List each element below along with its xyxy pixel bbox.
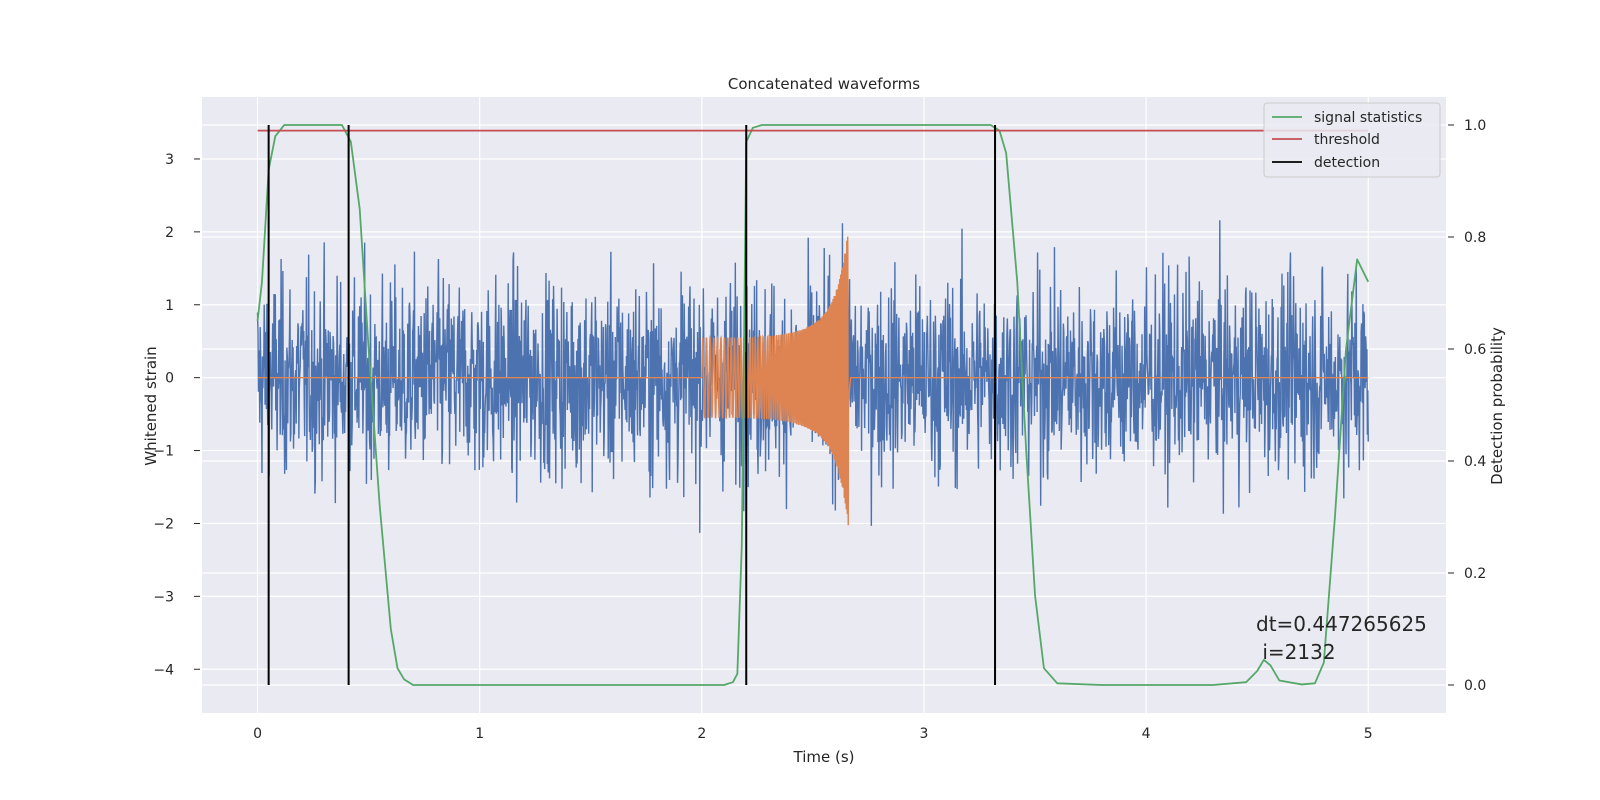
annotation-line-i: i=2132 bbox=[1256, 640, 1336, 664]
legend: signal statistics threshold detection bbox=[1263, 102, 1441, 178]
legend-box bbox=[1263, 102, 1441, 178]
legend-label-signal-statistics: signal statistics bbox=[1314, 110, 1422, 126]
y-tick-label: 0 bbox=[165, 371, 174, 387]
x-tick-label: 2 bbox=[697, 726, 706, 742]
x-axis-label: Time (s) bbox=[793, 748, 855, 766]
y-tick-label: 1 bbox=[165, 298, 174, 314]
annotation-line-dt: dt=0.447265625 bbox=[1256, 612, 1427, 636]
x-tick-label: 5 bbox=[1364, 726, 1373, 742]
x-tick-label: 1 bbox=[475, 726, 484, 742]
legend-label-detection: detection bbox=[1314, 155, 1380, 171]
x-tick-label: 0 bbox=[253, 726, 262, 742]
annotation: dt=0.447265625 i=2132 bbox=[1256, 612, 1427, 664]
signal-statistics-line bbox=[256, 124, 1370, 686]
y2-tick-label: 0.2 bbox=[1464, 566, 1486, 582]
chirp-line bbox=[257, 236, 1369, 526]
y-tick-label: −1 bbox=[153, 444, 174, 460]
y2-axis-label: Detection probability bbox=[1488, 327, 1506, 485]
y-axis-label: Whitened strain bbox=[142, 346, 160, 465]
y2-tick-label: 0.0 bbox=[1464, 678, 1486, 694]
y2-tick-label: 0.6 bbox=[1464, 342, 1486, 358]
y-tick-label: 2 bbox=[165, 225, 174, 241]
y-tick-label: 3 bbox=[165, 152, 174, 168]
y2-tick-label: 1.0 bbox=[1464, 118, 1486, 134]
y-tick-label: −2 bbox=[153, 516, 174, 532]
y-tick-label: −3 bbox=[153, 589, 174, 605]
x-tick-label: 3 bbox=[920, 726, 929, 742]
chirp-series bbox=[257, 236, 1369, 526]
detection-lines bbox=[267, 125, 997, 685]
tick-labels: 0 1 2 3 4 5 3 2 1 0 −1 −2 −3 −4 1.0 0.8 0.6 0.4 0.2 0.0 bbox=[153, 118, 1486, 742]
y-tick-label: −4 bbox=[153, 662, 174, 678]
y2-tick-label: 0.8 bbox=[1464, 230, 1486, 246]
chart-title: Concatenated waveforms bbox=[728, 75, 920, 93]
legend-label-threshold: threshold bbox=[1314, 132, 1380, 148]
line-series bbox=[256, 124, 1370, 686]
x-tick-label: 4 bbox=[1142, 726, 1151, 742]
y2-tick-label: 0.4 bbox=[1464, 454, 1486, 470]
